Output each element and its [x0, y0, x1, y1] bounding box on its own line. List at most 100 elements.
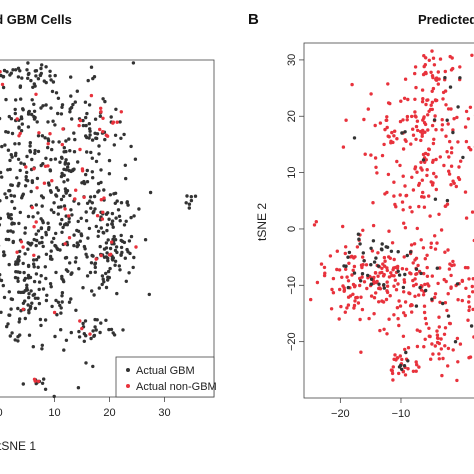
- point-actual-gbm: [93, 117, 98, 121]
- point-predicted-non-gbm: [351, 292, 355, 296]
- point-predicted-non-gbm: [392, 274, 396, 278]
- point-actual-gbm: [17, 258, 21, 263]
- point-predicted-non-gbm: [338, 287, 342, 292]
- point-predicted-gbm: [421, 158, 426, 162]
- point-actual-gbm: [83, 100, 88, 104]
- point-actual-gbm: [7, 290, 11, 294]
- point-predicted-gbm: [446, 314, 451, 318]
- point-actual-non-gbm: [34, 92, 38, 97]
- point-actual-gbm: [1, 74, 6, 79]
- point-predicted-non-gbm: [382, 327, 386, 331]
- point-predicted-non-gbm: [403, 226, 408, 230]
- point-predicted-non-gbm: [392, 134, 396, 138]
- point-actual-gbm: [97, 189, 101, 193]
- point-actual-gbm: [33, 296, 38, 300]
- point-actual-gbm: [51, 140, 55, 144]
- point-actual-gbm: [84, 123, 88, 128]
- point-actual-gbm: [60, 105, 64, 110]
- point-predicted-non-gbm: [451, 179, 455, 183]
- point-predicted-non-gbm: [414, 85, 418, 90]
- point-predicted-gbm: [346, 285, 350, 290]
- point-predicted-non-gbm: [421, 97, 425, 101]
- point-predicted-non-gbm: [385, 268, 389, 273]
- point-predicted-non-gbm: [415, 226, 419, 231]
- panel-a-x-label: tSNE 1: [0, 439, 36, 453]
- point-predicted-non-gbm: [385, 284, 390, 288]
- point-actual-gbm: [0, 144, 4, 149]
- point-actual-gbm: [52, 236, 56, 241]
- point-predicted-non-gbm: [454, 184, 458, 189]
- point-actual-gbm: [77, 335, 82, 339]
- point-actual-gbm: [62, 223, 67, 227]
- point-actual-gbm: [44, 298, 49, 303]
- point-predicted-non-gbm: [436, 70, 440, 74]
- point-actual-gbm: [101, 230, 105, 235]
- point-predicted-non-gbm: [435, 336, 440, 340]
- point-predicted-non-gbm: [434, 77, 438, 82]
- point-predicted-non-gbm: [415, 328, 419, 332]
- point-actual-gbm: [21, 301, 26, 305]
- point-actual-gbm: [58, 160, 62, 164]
- point-predicted-non-gbm: [387, 255, 391, 259]
- point-predicted-gbm: [400, 367, 404, 371]
- point-actual-gbm: [91, 176, 95, 180]
- point-predicted-non-gbm: [411, 188, 416, 192]
- point-predicted-non-gbm: [398, 354, 402, 358]
- point-predicted-non-gbm: [413, 71, 417, 76]
- point-actual-gbm: [52, 394, 56, 399]
- panel-b-y-ticks: 30 20 10 0 −10 −20: [286, 54, 304, 351]
- point-predicted-non-gbm: [414, 282, 418, 286]
- point-actual-gbm: [18, 168, 22, 173]
- point-actual-gbm: [36, 211, 40, 215]
- point-predicted-gbm: [397, 273, 402, 277]
- point-predicted-non-gbm: [433, 344, 437, 348]
- point-actual-gbm: [19, 161, 23, 165]
- point-predicted-non-gbm: [389, 271, 393, 275]
- point-predicted-non-gbm: [410, 210, 414, 214]
- point-predicted-non-gbm: [464, 139, 469, 144]
- point-predicted-non-gbm: [434, 187, 438, 192]
- point-predicted-gbm: [414, 267, 419, 271]
- point-actual-gbm: [0, 170, 3, 175]
- point-predicted-non-gbm: [423, 62, 427, 67]
- point-predicted-non-gbm: [425, 274, 430, 278]
- point-actual-gbm: [23, 231, 27, 235]
- point-actual-gbm: [115, 291, 119, 296]
- point-actual-non-gbm: [94, 257, 98, 261]
- point-actual-gbm: [90, 156, 95, 160]
- point-actual-gbm: [64, 268, 69, 272]
- point-predicted-non-gbm: [406, 346, 411, 350]
- point-actual-gbm: [89, 336, 93, 341]
- point-predicted-non-gbm: [464, 216, 469, 220]
- point-predicted-non-gbm: [457, 177, 462, 182]
- point-actual-gbm: [120, 239, 125, 244]
- point-predicted-gbm: [389, 249, 394, 253]
- point-predicted-non-gbm: [415, 119, 420, 123]
- point-actual-non-gbm: [32, 253, 36, 257]
- point-actual-non-gbm: [95, 214, 100, 218]
- point-actual-gbm: [131, 61, 136, 65]
- point-actual-gbm: [84, 252, 88, 256]
- point-predicted-gbm: [406, 359, 410, 363]
- point-predicted-non-gbm: [392, 194, 396, 198]
- point-actual-gbm: [43, 387, 48, 391]
- point-predicted-non-gbm: [468, 105, 473, 110]
- point-predicted-non-gbm: [403, 184, 407, 188]
- point-actual-gbm: [68, 261, 72, 265]
- point-predicted-non-gbm: [445, 308, 449, 313]
- point-actual-gbm: [10, 331, 14, 335]
- point-actual-gbm: [56, 212, 60, 216]
- point-actual-gbm: [189, 195, 193, 199]
- point-actual-gbm: [88, 129, 92, 133]
- point-predicted-non-gbm: [442, 332, 447, 336]
- point-actual-gbm: [31, 345, 35, 349]
- point-predicted-non-gbm: [460, 298, 464, 303]
- point-predicted-non-gbm: [331, 291, 336, 295]
- point-actual-gbm: [102, 247, 107, 251]
- point-predicted-non-gbm: [411, 369, 416, 373]
- point-predicted-non-gbm: [346, 279, 351, 283]
- point-predicted-non-gbm: [446, 364, 450, 368]
- point-actual-gbm: [92, 194, 97, 199]
- point-actual-gbm: [40, 347, 44, 351]
- point-actual-gbm: [49, 190, 53, 194]
